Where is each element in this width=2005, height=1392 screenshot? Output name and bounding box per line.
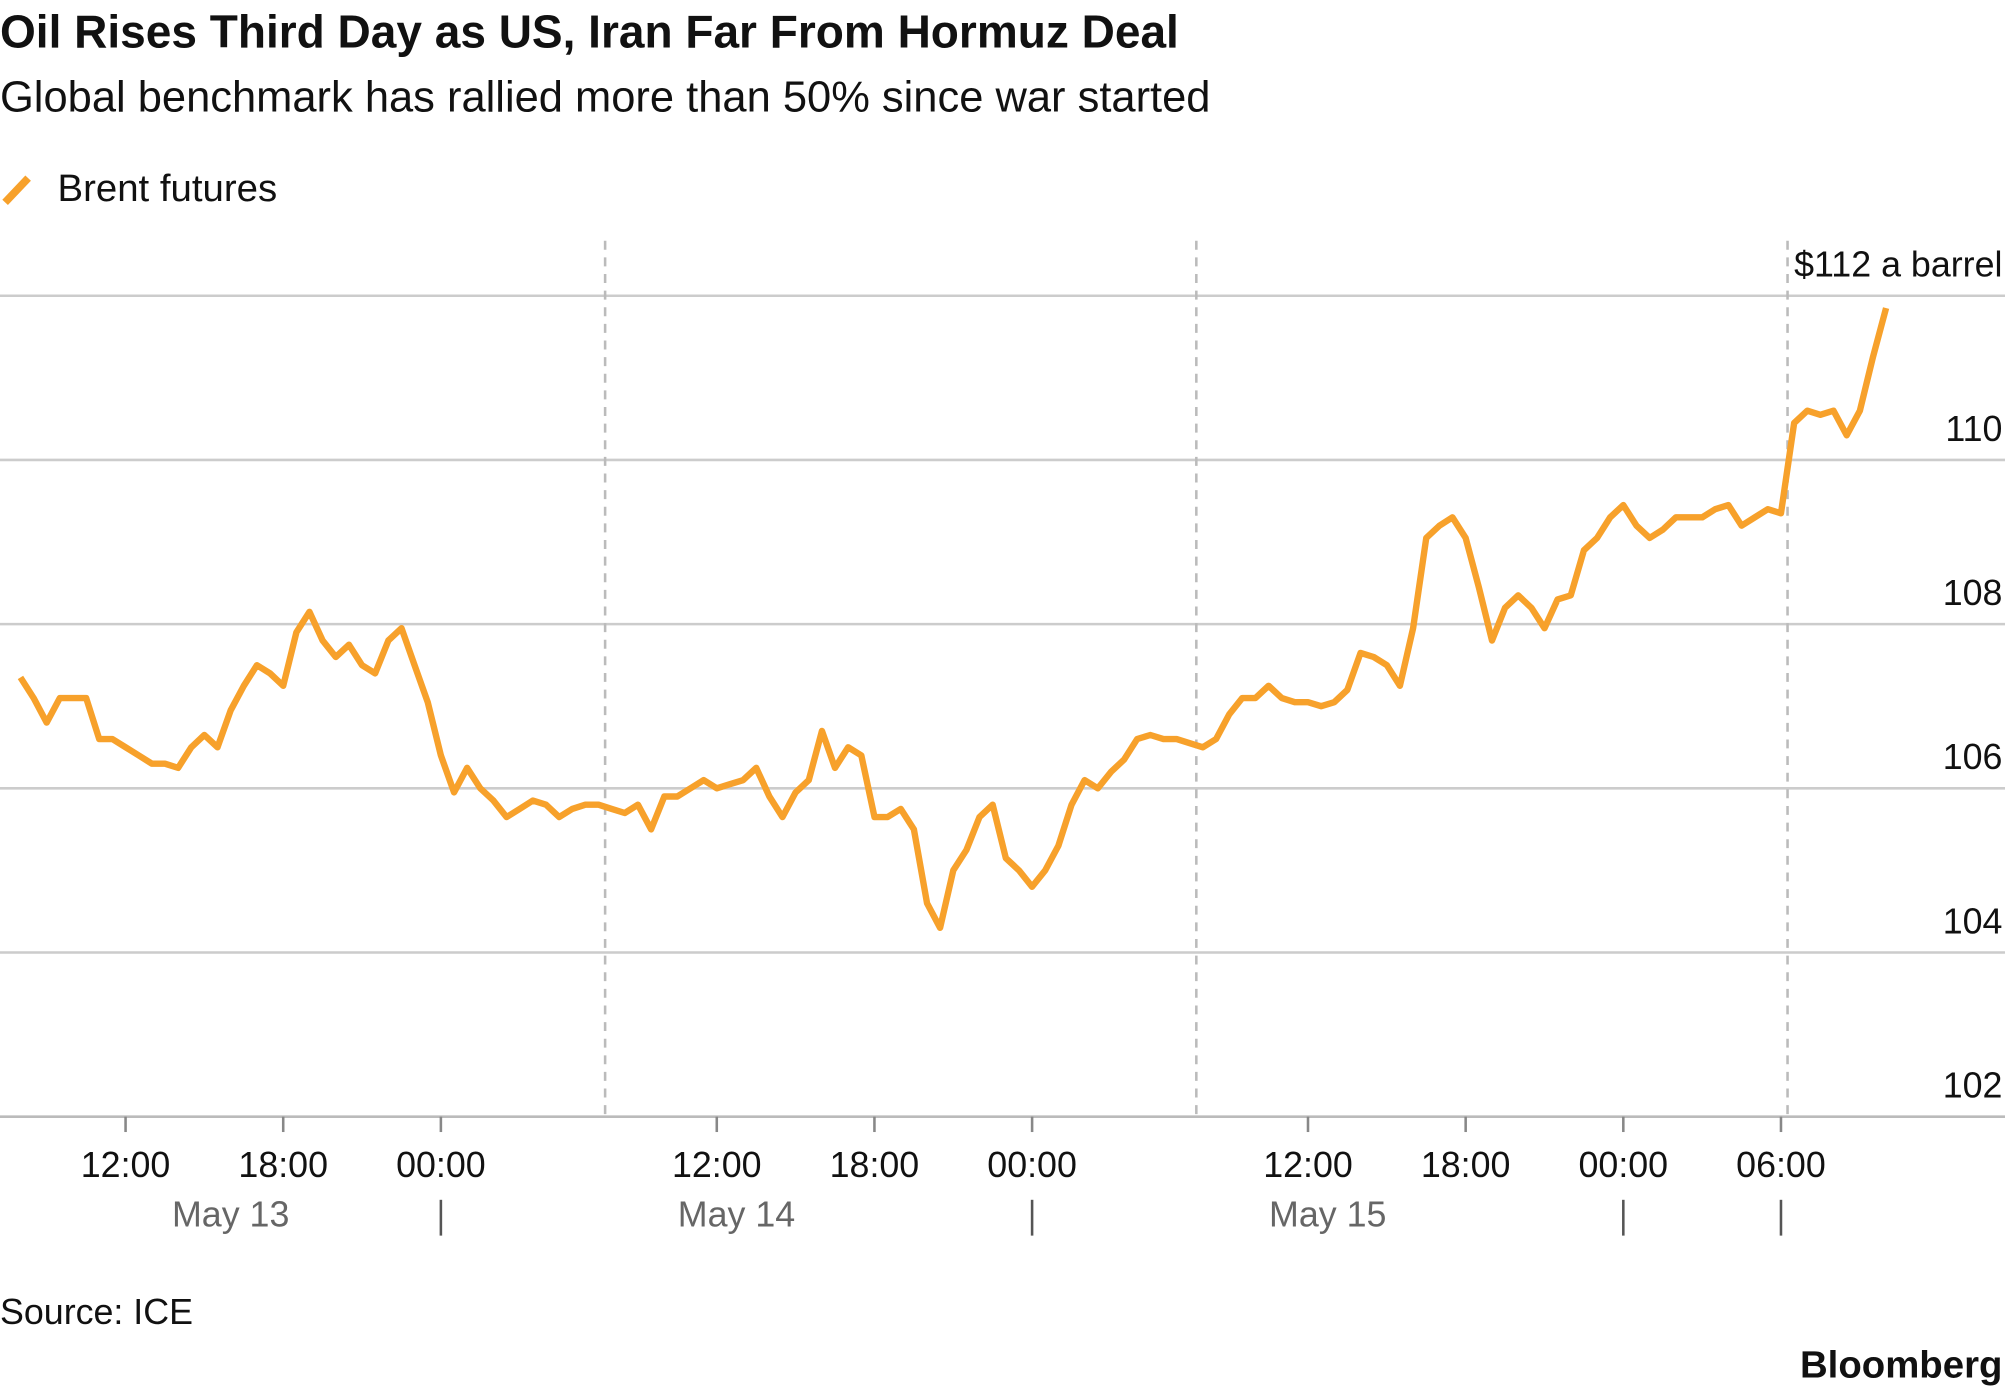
brand: Bloomberg (1800, 1344, 2002, 1387)
x-tick-label: 12:00 (81, 1145, 171, 1185)
chart-title: Oil Rises Third Day as US, Iran Far From… (0, 6, 1179, 58)
y-tick-label: $112 a barrel (1794, 245, 2002, 285)
x-tick-label: 12:00 (1263, 1145, 1353, 1185)
x-tick-label: 12:00 (672, 1145, 762, 1185)
date-label: May 14 (678, 1195, 795, 1235)
legend-label: Brent futures (58, 167, 278, 210)
y-tick-label: 108 (1943, 573, 2003, 613)
y-tick-label: 110 (1945, 409, 2002, 449)
x-tick-label: 00:00 (987, 1145, 1077, 1185)
x-tick-label: 00:00 (396, 1145, 486, 1185)
price-line (17, 307, 1890, 932)
date-label: May 13 (172, 1195, 289, 1235)
y-tick-label: 102 (1943, 1066, 2003, 1106)
y-tick-label: 104 (1943, 901, 2003, 941)
chart-subtitle: Global benchmark has rallied more than 5… (0, 74, 1210, 122)
y-tick-label: 106 (1943, 737, 2003, 777)
x-tick-label: 00:00 (1579, 1145, 1669, 1185)
x-tick-label: 06:00 (1736, 1145, 1826, 1185)
legend-swatch (2, 175, 31, 206)
source: Source: ICE (0, 1292, 193, 1332)
x-tick-label: 18:00 (1421, 1145, 1511, 1185)
x-tick-label: 18:00 (238, 1145, 328, 1185)
x-tick-label: 18:00 (830, 1145, 920, 1185)
date-label: May 15 (1269, 1195, 1386, 1235)
